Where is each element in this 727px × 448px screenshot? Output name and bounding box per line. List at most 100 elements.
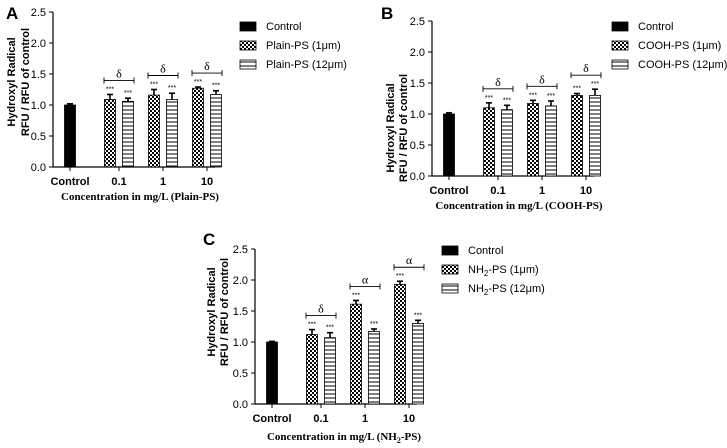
panel-c-legend-swatch <box>441 245 459 256</box>
panel-b-bracket-symbol: δ <box>495 75 501 89</box>
panel-c-bracket-symbol: δ <box>318 302 324 316</box>
panel-b-significance-stars: *** <box>485 95 493 102</box>
panel-b-bar <box>545 105 557 177</box>
panel-c: C Hydroxyl Radical RFU / RFU of control … <box>203 230 545 445</box>
panel-a-bracket-symbol: δ <box>160 62 166 76</box>
panel-b-legend: Control COOH-PS (1μm) COOH-PS (12μm) <box>611 21 727 71</box>
panel-b-significance-stars: *** <box>503 97 511 104</box>
panel-a-significance-stars: *** <box>124 90 132 97</box>
panel-c-y-axis-label-line-2: RFU / RFU of control <box>219 258 231 366</box>
panel-b-legend-label: Control <box>638 21 673 33</box>
panel-c-category-label: Control <box>252 413 291 425</box>
panel-b-category-label: 1 <box>539 185 545 197</box>
panel-c-x-axis-label-suffix: -PS) <box>401 431 422 443</box>
panel-a-bracket-symbol: δ <box>204 59 210 73</box>
panel-a-y-tick-label: 0.0 <box>31 162 46 174</box>
panel-b-legend-label: COOH-PS (1μm) <box>638 40 721 52</box>
panel-c-bar <box>350 303 362 405</box>
panel-c-y-tick-label: 1.0 <box>233 337 248 349</box>
panel-c-bar <box>394 283 406 405</box>
panel-a-y-axis-label: Hydroxyl Radical RFU / RFU of control <box>6 28 32 136</box>
panel-b-y-tick-label: 0.0 <box>410 171 425 183</box>
panel-b-significance-stars: *** <box>591 81 599 88</box>
panel-c-bracket-symbol: α <box>362 272 369 286</box>
panel-b-y-tick-label: 2.5 <box>410 16 425 28</box>
panel-a-bar <box>166 99 178 168</box>
panel-c-y-tick-label: 0.5 <box>233 368 248 380</box>
panel-a-category-label: Control <box>50 176 89 188</box>
panel-c-significance-stars: *** <box>396 273 404 280</box>
panel-letter-c: C <box>203 230 215 249</box>
panel-a-legend-swatch <box>239 21 257 32</box>
panel-a-y-tick-label: 0.5 <box>31 131 46 143</box>
panel-c-significance-stars: *** <box>370 321 378 328</box>
panel-letter-a: A <box>6 4 18 23</box>
panel-c-plot-area: 0.0 0.5 1.0 1.5 2.0 2.5 Control 0.1 1 10 *** *** ***… <box>233 244 425 425</box>
panel-b-y-axis-label-line-2: RFU / RFU of control <box>398 74 410 182</box>
panel-a-significance-stars: *** <box>194 79 202 86</box>
panel-c-y-axis-label-line-1: Hydroxyl Radical <box>206 267 218 356</box>
panel-a-bar <box>122 100 134 168</box>
panel-c-y-tick-label: 2.0 <box>233 275 248 287</box>
panel-a-legend-label: Plain-PS (1μm) <box>266 40 341 52</box>
panel-c-bracket-symbol: α <box>406 253 413 267</box>
panel-b-bar <box>527 103 539 177</box>
panel-a-significance-stars: *** <box>168 85 176 92</box>
panel-b-bracket-symbol: δ <box>539 72 545 86</box>
panel-b-legend-swatch <box>611 21 629 32</box>
panel-a-significance-stars: *** <box>106 86 114 93</box>
panel-a-bar <box>64 104 76 168</box>
panel-c-significance-stars: *** <box>414 312 422 319</box>
panel-b-significance-stars: *** <box>529 92 537 99</box>
panel-a-legend-label: Plain-PS (12μm) <box>266 59 347 71</box>
panel-a-plot-area: 0.0 0.5 1.0 1.5 2.0 2.5 Control 0.1 1 10 *** *** ***… <box>31 7 223 188</box>
panel-b-y-tick-label: 0.5 <box>410 140 425 152</box>
panel-c-legend-label: NH2-PS (1μm) <box>468 264 539 278</box>
panel-a-bracket-symbol: δ <box>116 66 122 80</box>
panel-c-category-label: 1 <box>362 413 368 425</box>
panel-c-legend: Control NH2-PS (1μm) NH2-PS (12μm) <box>441 245 545 297</box>
panel-c-bar <box>266 341 278 405</box>
panel-a-y-tick-label: 2.5 <box>31 7 46 19</box>
panel-b-category-label: 10 <box>580 185 592 197</box>
panel-c-x-axis-label-prefix: Concentration in mg/L (NH <box>267 431 397 443</box>
panel-a-x-axis-label: Concentration in mg/L (Plain-PS) <box>61 191 219 203</box>
panel-a-y-axis-label-line-2: RFU / RFU of control <box>20 28 32 136</box>
panel-c-bar <box>412 322 424 405</box>
panel-c-x-axis-label-subscript: 2 <box>397 436 401 445</box>
panel-a-legend-swatch <box>239 40 257 51</box>
panel-b: B Hydroxyl Radical RFU / RFU of control … <box>381 4 727 212</box>
panel-a-y-axis-label-line-1: Hydroxyl Radical <box>6 37 18 126</box>
panel-a-legend-swatch <box>239 59 257 70</box>
panel-c-category-label: 10 <box>403 413 415 425</box>
panel-b-category-label: 0.1 <box>490 185 505 197</box>
panel-c-legend-label: Control <box>468 245 503 257</box>
panel-a-category-label: 0.1 <box>111 176 126 188</box>
panel-a-significance-stars: *** <box>150 82 158 89</box>
panel-c-legend-swatch <box>441 283 459 294</box>
panel-b-y-tick-label: 1.5 <box>410 78 425 90</box>
panel-b-y-tick-label: 1.0 <box>410 109 425 121</box>
panel-c-category-label: 0.1 <box>313 413 328 425</box>
panel-a-bar <box>104 99 116 168</box>
panel-c-y-axis-label: Hydroxyl Radical RFU / RFU of control <box>206 258 231 366</box>
panel-c-x-axis-label: Concentration in mg/L (NH2-PS) <box>267 431 421 445</box>
panel-c-y-tick-label: 0.0 <box>233 399 248 411</box>
panel-b-plot-area: 0.0 0.5 1.0 1.5 2.0 2.5 Control 0.1 1 10 *** *** ***… <box>410 16 602 197</box>
panel-a-bar <box>148 94 160 168</box>
panel-a-category-label: 1 <box>160 176 166 188</box>
panel-b-significance-stars: *** <box>547 93 555 100</box>
panel-a: A Hydroxyl Radical RFU / RFU of control … <box>6 4 347 203</box>
panel-b-category-label: Control <box>429 185 468 197</box>
panel-b-bar <box>589 95 601 177</box>
panel-a-y-tick-label: 2.0 <box>31 38 46 50</box>
panel-b-bar <box>443 113 455 177</box>
panel-letter-b: B <box>381 4 393 23</box>
panel-b-y-axis-label: Hydroxyl Radical RFU / RFU of control <box>385 74 410 182</box>
panel-c-legend-label: NH2-PS (12μm) <box>468 283 545 297</box>
panel-a-category-label: 10 <box>201 176 213 188</box>
panel-c-bar <box>368 331 380 405</box>
panel-a-bar <box>210 94 222 168</box>
panel-c-legend-swatch <box>441 264 459 275</box>
